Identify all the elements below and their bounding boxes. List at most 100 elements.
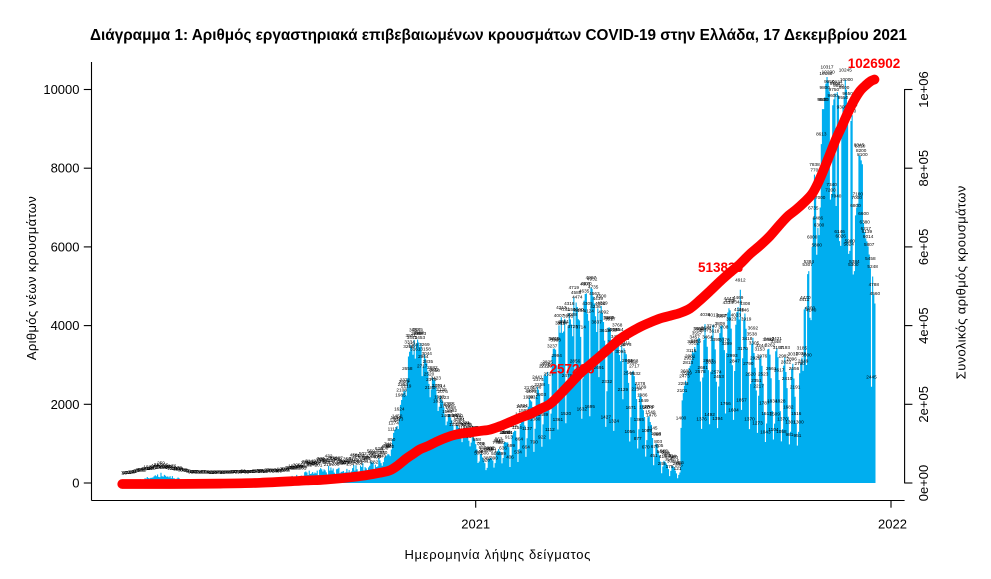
- svg-text:29: 29: [211, 470, 217, 475]
- svg-text:3193: 3193: [780, 345, 791, 350]
- svg-text:2000: 2000: [51, 397, 80, 412]
- svg-text:8100: 8100: [857, 152, 868, 157]
- svg-text:3645: 3645: [412, 327, 423, 332]
- svg-text:1400: 1400: [676, 416, 687, 421]
- svg-text:700: 700: [383, 443, 391, 448]
- svg-text:10150: 10150: [819, 71, 832, 76]
- svg-text:9600: 9600: [827, 93, 838, 98]
- svg-text:4469: 4469: [733, 295, 744, 300]
- svg-text:91: 91: [179, 467, 185, 472]
- svg-text:1412: 1412: [391, 415, 402, 420]
- svg-text:Συνολικός αριθμός κρουσμάτων: Συνολικός αριθμός κρουσμάτων: [954, 185, 969, 379]
- svg-text:3197: 3197: [773, 345, 784, 350]
- svg-text:2922: 2922: [684, 356, 695, 361]
- svg-text:160: 160: [294, 464, 302, 469]
- svg-text:39: 39: [236, 469, 242, 474]
- svg-text:393: 393: [670, 455, 678, 460]
- svg-text:444: 444: [357, 453, 365, 458]
- svg-text:4e+05: 4e+05: [916, 307, 931, 344]
- svg-text:675: 675: [651, 444, 659, 449]
- svg-text:71: 71: [183, 468, 189, 473]
- svg-text:15: 15: [126, 470, 132, 475]
- svg-text:3553: 3553: [416, 331, 427, 336]
- svg-text:25: 25: [221, 470, 227, 475]
- svg-text:3419: 3419: [549, 336, 560, 341]
- svg-text:146: 146: [286, 465, 294, 470]
- svg-text:2717: 2717: [417, 364, 428, 369]
- svg-text:3158: 3158: [420, 346, 431, 351]
- svg-text:1324: 1324: [609, 419, 620, 424]
- svg-text:56: 56: [186, 468, 192, 473]
- svg-text:5248: 5248: [867, 264, 878, 269]
- svg-text:1159: 1159: [458, 425, 468, 430]
- svg-text:75: 75: [181, 468, 187, 473]
- svg-text:166: 166: [296, 464, 304, 469]
- svg-text:9800: 9800: [839, 85, 850, 90]
- svg-text:9500: 9500: [817, 97, 828, 102]
- svg-text:3000: 3000: [801, 353, 812, 358]
- svg-text:650: 650: [479, 445, 487, 450]
- svg-text:676: 676: [382, 444, 390, 449]
- svg-text:30: 30: [205, 470, 211, 475]
- svg-text:815: 815: [493, 439, 501, 444]
- svg-text:80: 80: [178, 468, 184, 473]
- svg-text:130: 130: [287, 466, 295, 471]
- svg-text:45: 45: [242, 469, 248, 474]
- svg-text:282: 282: [337, 460, 345, 465]
- svg-text:1678: 1678: [639, 405, 650, 410]
- svg-text:3388: 3388: [550, 337, 561, 342]
- svg-text:6026: 6026: [835, 234, 846, 239]
- svg-text:1145: 1145: [647, 426, 657, 431]
- svg-text:980: 980: [653, 432, 661, 437]
- svg-text:28: 28: [195, 470, 201, 475]
- svg-text:2976: 2976: [757, 354, 768, 359]
- svg-text:61: 61: [261, 468, 267, 473]
- svg-text:2189: 2189: [636, 385, 647, 390]
- svg-text:3708: 3708: [718, 325, 729, 330]
- svg-text:154: 154: [300, 465, 308, 470]
- svg-text:9500: 9500: [818, 97, 829, 102]
- svg-text:41: 41: [260, 469, 266, 474]
- svg-text:28: 28: [130, 470, 136, 475]
- svg-text:2681: 2681: [697, 365, 708, 370]
- svg-text:32: 32: [191, 469, 197, 474]
- svg-text:121: 121: [170, 466, 178, 471]
- svg-text:38: 38: [239, 469, 245, 474]
- svg-text:346: 346: [318, 457, 326, 462]
- svg-text:2723: 2723: [539, 364, 550, 369]
- svg-text:113: 113: [173, 466, 181, 471]
- svg-text:2896: 2896: [786, 357, 797, 362]
- svg-text:322: 322: [360, 458, 368, 463]
- svg-text:2441: 2441: [532, 375, 543, 380]
- svg-text:1361: 1361: [553, 417, 564, 422]
- svg-text:228: 228: [306, 462, 314, 467]
- svg-text:38: 38: [230, 469, 236, 474]
- svg-text:292: 292: [302, 459, 310, 464]
- svg-text:4305: 4305: [582, 301, 593, 306]
- svg-text:2476: 2476: [562, 373, 573, 378]
- svg-text:2253: 2253: [398, 382, 409, 387]
- svg-text:10245: 10245: [839, 68, 852, 73]
- svg-text:2964: 2964: [418, 354, 429, 359]
- svg-text:12: 12: [123, 470, 129, 475]
- svg-text:2520: 2520: [424, 372, 435, 377]
- svg-text:6486: 6486: [813, 215, 824, 220]
- svg-text:59: 59: [272, 468, 278, 473]
- svg-text:59: 59: [277, 468, 283, 473]
- svg-text:3557: 3557: [692, 331, 703, 336]
- svg-text:50: 50: [258, 469, 264, 474]
- svg-text:7040: 7040: [831, 194, 842, 199]
- svg-text:26: 26: [198, 470, 204, 475]
- svg-text:3418: 3418: [742, 336, 753, 341]
- svg-text:4635: 4635: [579, 288, 590, 293]
- svg-text:5384: 5384: [804, 259, 815, 264]
- svg-text:278: 278: [309, 460, 317, 465]
- svg-text:1394: 1394: [712, 416, 723, 421]
- svg-text:1834: 1834: [767, 399, 778, 404]
- svg-text:85: 85: [140, 467, 146, 472]
- svg-text:4788: 4788: [869, 282, 880, 287]
- svg-text:1354: 1354: [390, 417, 401, 422]
- svg-text:1427: 1427: [601, 415, 612, 420]
- svg-text:2191: 2191: [790, 384, 801, 389]
- svg-text:7700: 7700: [810, 168, 821, 173]
